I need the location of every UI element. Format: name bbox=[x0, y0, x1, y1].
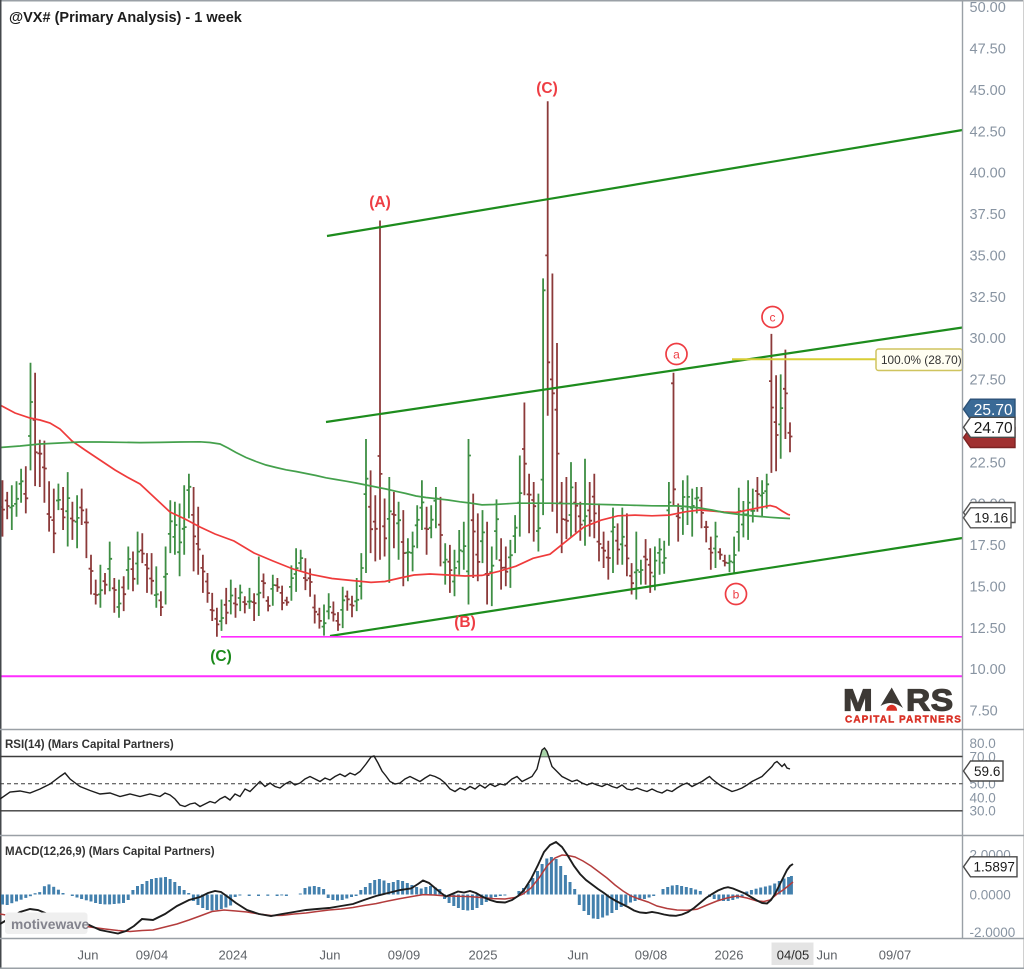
svg-text:b: b bbox=[733, 587, 740, 601]
svg-text:c: c bbox=[770, 310, 776, 324]
svg-text:(B): (B) bbox=[454, 614, 476, 631]
svg-text:2024: 2024 bbox=[219, 948, 248, 963]
svg-text:MACD(12,26,9) (Mars Capital Pa: MACD(12,26,9) (Mars Capital Partners) bbox=[5, 846, 215, 858]
svg-text:50.00: 50.00 bbox=[970, 0, 1006, 16]
svg-text:25.70: 25.70 bbox=[974, 402, 1013, 419]
svg-text:1.5897: 1.5897 bbox=[974, 860, 1015, 875]
svg-text:30.00: 30.00 bbox=[970, 331, 1006, 347]
svg-text:22.50: 22.50 bbox=[970, 455, 1006, 471]
svg-text:32.50: 32.50 bbox=[970, 290, 1006, 306]
svg-text:09/07: 09/07 bbox=[879, 948, 912, 963]
svg-text:100.0% (28.70): 100.0% (28.70) bbox=[881, 353, 962, 367]
svg-text:(C): (C) bbox=[210, 648, 232, 665]
svg-text:RS: RS bbox=[906, 683, 954, 717]
svg-text:7.50: 7.50 bbox=[970, 704, 998, 720]
svg-text:09/08: 09/08 bbox=[635, 948, 668, 963]
svg-text:45.00: 45.00 bbox=[970, 83, 1006, 99]
svg-text:37.50: 37.50 bbox=[970, 207, 1006, 223]
svg-text:47.50: 47.50 bbox=[970, 42, 1006, 58]
svg-text:CAPITAL PARTNERS: CAPITAL PARTNERS bbox=[845, 715, 962, 726]
svg-text:15.00: 15.00 bbox=[970, 580, 1006, 596]
svg-text:59.6: 59.6 bbox=[974, 764, 1000, 779]
svg-text:M: M bbox=[843, 684, 873, 718]
svg-text:Jun: Jun bbox=[320, 948, 341, 963]
svg-text:80.0: 80.0 bbox=[970, 736, 996, 751]
svg-text:17.50: 17.50 bbox=[970, 538, 1006, 554]
svg-text:@VX# (Primary Analysis) - 1 we: @VX# (Primary Analysis) - 1 week bbox=[9, 10, 243, 26]
svg-text:2025: 2025 bbox=[469, 948, 498, 963]
svg-text:19.16: 19.16 bbox=[974, 511, 1008, 526]
svg-text:24.70: 24.70 bbox=[974, 420, 1013, 437]
svg-text:Jun: Jun bbox=[817, 948, 838, 963]
svg-text:-2.0000: -2.0000 bbox=[970, 925, 1016, 940]
svg-text:27.50: 27.50 bbox=[970, 373, 1006, 389]
svg-text:a: a bbox=[673, 347, 680, 361]
svg-text:30.0: 30.0 bbox=[970, 804, 996, 819]
svg-text:12.50: 12.50 bbox=[970, 621, 1006, 637]
svg-text:motivewave: motivewave bbox=[11, 917, 90, 932]
svg-text:10.00: 10.00 bbox=[970, 662, 1006, 678]
svg-text:RSI(14) (Mars Capital Partners: RSI(14) (Mars Capital Partners) bbox=[5, 739, 174, 751]
svg-text:(A): (A) bbox=[369, 194, 391, 211]
svg-text:04/05: 04/05 bbox=[777, 948, 810, 963]
svg-text:40.00: 40.00 bbox=[970, 166, 1006, 182]
svg-text:Jun: Jun bbox=[568, 948, 589, 963]
svg-text:09/04: 09/04 bbox=[136, 948, 169, 963]
svg-text:40.0: 40.0 bbox=[970, 790, 996, 805]
svg-text:(C): (C) bbox=[536, 80, 558, 97]
svg-text:42.50: 42.50 bbox=[970, 124, 1006, 140]
svg-text:2026: 2026 bbox=[715, 948, 744, 963]
svg-text:0.0000: 0.0000 bbox=[970, 887, 1011, 902]
svg-text:35.00: 35.00 bbox=[970, 249, 1006, 265]
svg-text:09/09: 09/09 bbox=[388, 948, 421, 963]
svg-text:Jun: Jun bbox=[78, 948, 99, 963]
